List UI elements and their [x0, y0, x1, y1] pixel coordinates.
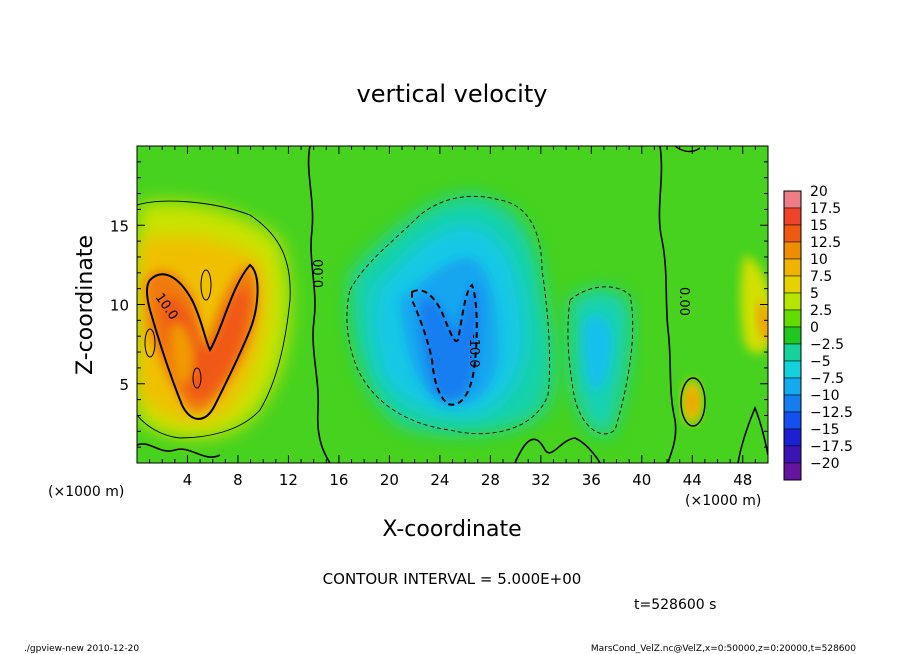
x-tick-label: 28	[481, 471, 500, 489]
colorbar-swatch	[783, 343, 802, 362]
x-tick-label: 36	[582, 471, 601, 489]
colorbar-label: 20	[810, 184, 828, 200]
x-tick-label: 12	[279, 471, 298, 489]
colorbar-frame	[783, 190, 802, 481]
colorbar-label: −7.5	[810, 371, 844, 387]
x-unit-left: (×1000 m)	[48, 484, 124, 500]
colorbar-label: −20	[810, 456, 840, 472]
y-tick-label: 10	[110, 297, 129, 315]
plus5-small-contour-2	[144, 328, 156, 358]
colorbar-label: 2.5	[810, 303, 832, 319]
colorbar-swatch	[783, 394, 802, 413]
colorbar-swatch	[783, 309, 802, 328]
contour-label-minus10: -10.0	[466, 334, 481, 368]
minus5-contour	[346, 195, 551, 435]
colorbar: 2017.51512.5107.552.50−2.5−5−7.5−10−12.5…	[783, 184, 853, 481]
colorbar-label: 15	[810, 218, 828, 234]
colorbar-label: 10	[810, 252, 828, 268]
plus10-contour	[146, 263, 259, 420]
x-axis-label: X-coordinate	[382, 517, 521, 542]
colorbar-label: −10	[810, 388, 840, 404]
colorbar-label: −17.5	[810, 439, 853, 455]
colorbar-label: −5	[810, 354, 831, 370]
colorbar-label: −2.5	[810, 337, 844, 353]
plus10-small-contour	[192, 367, 202, 389]
colorbar-swatch	[783, 360, 802, 379]
contour-label-zero-right: 0.00	[676, 287, 691, 316]
colorbar-swatch	[783, 411, 802, 430]
zero-contour-bottom-right	[737, 405, 768, 463]
contour-label-zero-left: 0.00	[312, 259, 327, 288]
y-axis-label: Z-coordinate	[73, 235, 98, 375]
colorbar-swatch	[783, 428, 802, 447]
colorbar-swatch	[783, 241, 802, 260]
colorbar-swatch	[783, 326, 802, 345]
zero-contour-blob	[680, 377, 706, 427]
zero-contour-bottom-left	[137, 443, 221, 458]
x-tick-label: 8	[233, 471, 243, 489]
colorbar-swatch	[783, 275, 802, 294]
plus5-small-contour	[200, 269, 212, 301]
colorbar-label: 7.5	[810, 269, 832, 285]
colorbar-swatch	[783, 377, 802, 396]
footer-left: ./gpview-new 2010-12-20	[24, 644, 139, 654]
x-axis: 4 8 12 16 20 24 28 32 36 40 44 48	[136, 146, 769, 489]
x-tick-label: 48	[733, 471, 752, 489]
plus5-contour	[137, 200, 291, 439]
colorbar-swatch	[783, 224, 802, 243]
colorbar-swatch	[783, 207, 802, 226]
x-tick-label: 40	[632, 471, 651, 489]
contour-interval: CONTOUR INTERVAL = 5.000E+00	[323, 570, 582, 588]
minus5-contour-2	[567, 286, 634, 435]
x-unit-right: (×1000 m)	[685, 493, 761, 509]
x-tick-label: 24	[430, 471, 449, 489]
y-axis: 5 10 15	[110, 145, 768, 464]
colorbar-swatch	[783, 258, 802, 277]
zero-contour-right	[658, 146, 677, 463]
contour-lines	[137, 146, 768, 463]
x-tick-label: 20	[380, 471, 399, 489]
x-tick-label: 16	[329, 471, 348, 489]
updraft-region	[137, 201, 768, 439]
x-tick-label: 4	[183, 471, 193, 489]
colorbar-label: 5	[810, 286, 819, 302]
zero-contour-bottom-mid	[514, 437, 601, 463]
zero-contour-left	[307, 146, 331, 463]
time-label: t=528600 s	[634, 597, 716, 613]
colorbar-swatch	[783, 445, 802, 464]
colorbar-swatch	[783, 190, 802, 209]
x-tick-label: 32	[531, 471, 550, 489]
colorbar-label: 0	[810, 320, 819, 336]
zero-contour-top-right	[674, 146, 701, 153]
colorbar-label: 17.5	[810, 201, 841, 217]
y-tick-label: 5	[119, 376, 129, 394]
colorbar-label: −15	[810, 422, 840, 438]
plot-area: 10.0 0.00 0.00 -10.0	[137, 146, 768, 463]
footer-right: MarsCond_VelZ.nc@VelZ,x=0:50000,z=0:2000…	[591, 644, 856, 654]
contour-labels: 10.0 0.00 0.00 -10.0	[152, 259, 691, 368]
colorbar-label: 12.5	[810, 235, 841, 251]
colorbar-swatch	[783, 462, 802, 481]
y-tick-label: 15	[110, 217, 129, 235]
minus10-contour	[411, 283, 478, 406]
colorbar-swatch	[783, 292, 802, 311]
colorbar-label: −12.5	[810, 405, 853, 421]
x-tick-label: 44	[683, 471, 702, 489]
chart-title: vertical velocity	[357, 80, 548, 108]
